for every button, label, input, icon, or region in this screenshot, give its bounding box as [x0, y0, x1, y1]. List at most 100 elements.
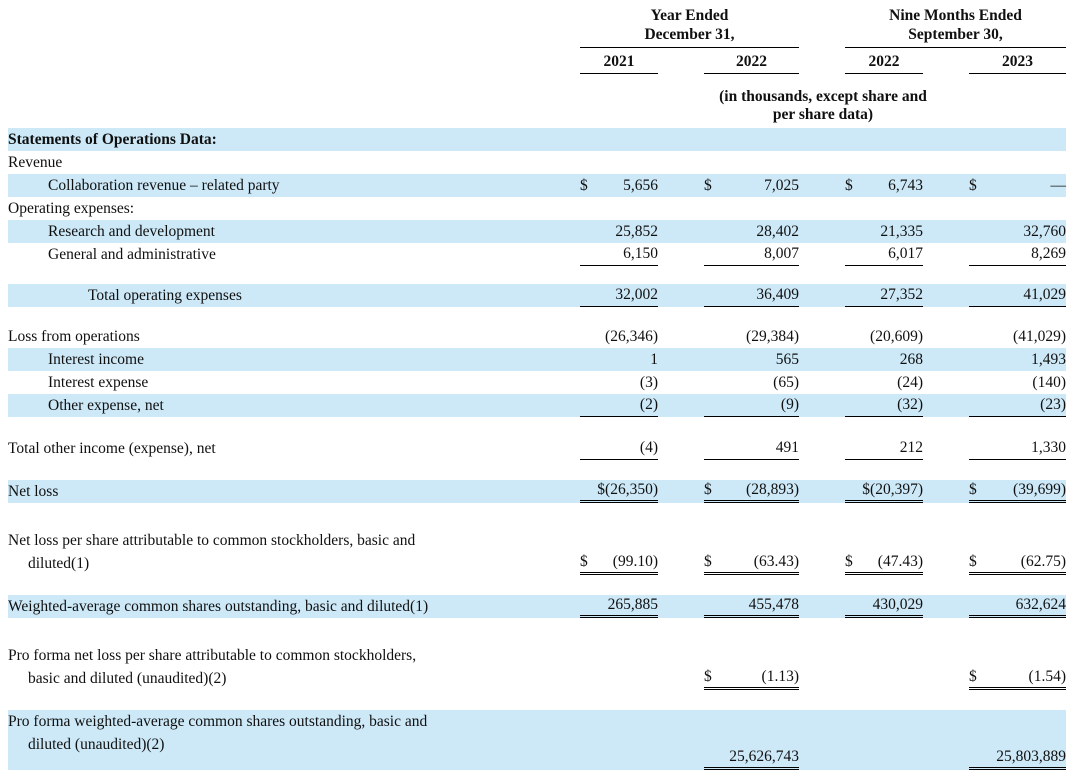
row-label: Net loss	[8, 483, 59, 500]
row-label: Total other income (expense), net	[8, 440, 216, 457]
cell-value: $(26,350)	[597, 481, 658, 498]
row-spacer	[8, 266, 1066, 284]
row-label: Collaboration revenue – related party	[48, 177, 280, 194]
value-cell-col2: 491	[704, 437, 799, 460]
cell-value: 28,402	[756, 223, 799, 240]
value-cell-col2: 28,402	[704, 220, 799, 243]
row-label: Statements of Operations Data:	[8, 131, 217, 148]
header-note-row: (in thousands, except share and per shar…	[8, 88, 1066, 124]
table-row: Research and development 25,852 28,402 2…	[8, 220, 1066, 243]
table-row: Interest income 1 565 268 1,493	[8, 348, 1066, 371]
value-cell-col4: 1,330	[969, 437, 1066, 460]
value-cell-col4: $ —	[969, 174, 1066, 197]
table-row: Net loss $(26,350) $ (28,893) $(20,397) $…	[8, 480, 1066, 503]
cell-value: 265,885	[607, 596, 658, 613]
cell-value: 6,150	[623, 245, 658, 262]
cell-value: 6,017	[888, 245, 923, 262]
value-cell-col3: 21,335	[845, 220, 923, 243]
table-row: General and administrative 6,150 8,007 6…	[8, 243, 1066, 266]
row-label: Loss from operations	[8, 328, 140, 345]
value-cell-col4: (41,029)	[969, 325, 1066, 348]
value-cell-col3: 212	[845, 437, 923, 460]
cell-value: 565	[775, 351, 799, 368]
value-cell-col4: 41,029	[969, 284, 1066, 307]
dollar-sign: $	[845, 553, 853, 570]
dollar-sign: $	[704, 668, 712, 685]
cell-value: 1	[650, 351, 658, 368]
value-cell-col3: (24)	[845, 371, 923, 394]
row-label: Interest expense	[48, 374, 149, 391]
row-spacer	[8, 503, 1066, 529]
column-group-year-ended: Year Ended December 31,	[580, 6, 799, 48]
row-spacer	[8, 618, 1066, 644]
value-cell-col3: $ (47.43)	[845, 552, 923, 575]
group-line: September 30,	[908, 26, 1003, 43]
cell-value: (20,609)	[870, 328, 923, 345]
dollar-sign: $	[580, 553, 588, 570]
value-cell-col3: 268	[845, 348, 923, 371]
value-cell-col4: (140)	[969, 371, 1066, 394]
row-spacer	[8, 460, 1066, 480]
cell-value: (3)	[639, 374, 658, 391]
row-label: Revenue	[8, 154, 63, 171]
year-column-2022-nine-months: 2022	[845, 52, 923, 74]
cell-value: 1,330	[1031, 439, 1066, 456]
header-group-row: Year Ended December 31, Nine Months Ende…	[8, 6, 1066, 48]
cell-value: (39,699)	[1013, 481, 1066, 498]
cell-value: 6,743	[888, 177, 923, 194]
cell-value: 32,760	[1023, 223, 1066, 240]
cell-value: $(20,397)	[862, 481, 923, 498]
value-cell-col2: (9)	[704, 394, 799, 417]
row-label: Operating expenses:	[8, 200, 135, 217]
table-row: Other expense, net (2) (9) (32) (23)	[8, 394, 1066, 417]
dollar-sign: $	[704, 177, 712, 194]
cell-value: 25,803,889	[996, 748, 1066, 765]
value-cell-col4: (23)	[969, 394, 1066, 417]
dollar-sign: $	[845, 177, 853, 194]
cell-value: 455,478	[748, 596, 799, 613]
units-note: (in thousands, except share and per shar…	[719, 88, 927, 123]
dollar-sign: $	[704, 553, 712, 570]
group-line: Year Ended	[650, 7, 729, 24]
cell-value: 1,493	[1031, 351, 1066, 368]
value-cell-col1: (2)	[580, 394, 658, 417]
value-cell-col2: 25,626,743	[704, 747, 799, 770]
cell-value: 25,852	[615, 223, 658, 240]
header-years-row: 2021 2022 2022 2023	[8, 52, 1066, 74]
cell-value: (65)	[773, 374, 799, 391]
value-cell-col4: 32,760	[969, 220, 1066, 243]
cell-value: 491	[775, 439, 799, 456]
value-cell-col2: 8,007	[704, 243, 799, 266]
row-label: Total operating expenses	[88, 287, 242, 304]
cell-value: —	[1050, 177, 1067, 194]
year-column-2023: 2023	[969, 52, 1066, 74]
cell-value: (32)	[897, 396, 923, 413]
table-row: Net loss per share attributable to commo…	[8, 529, 1066, 575]
cell-value: (4)	[639, 439, 658, 456]
cell-value: 632,624	[1015, 596, 1066, 613]
cell-value: 27,352	[880, 286, 923, 303]
value-cell-col2: $ (28,893)	[704, 480, 799, 503]
value-cell-col1: 25,852	[580, 220, 658, 243]
column-group-nine-months-ended: Nine Months Ended September 30,	[845, 6, 1066, 48]
table-row: Interest expense (3) (65) (24) (140)	[8, 371, 1066, 394]
dollar-sign: $	[580, 177, 588, 194]
value-cell-col3: $(20,397)	[845, 480, 923, 503]
value-cell-col4: $ (1.54)	[969, 667, 1066, 690]
value-cell-col1: (3)	[580, 371, 658, 394]
table-body: Statements of Operations Data: Revenue C…	[8, 128, 1066, 770]
row-label: Pro forma net loss per share attributabl…	[8, 647, 417, 687]
table-row: Pro forma net loss per share attributabl…	[8, 644, 1066, 690]
value-cell-col4: 1,493	[969, 348, 1066, 371]
cell-value: (1.13)	[761, 668, 799, 685]
value-cell-col4: $ (39,699)	[969, 480, 1066, 503]
row-label: Research and development	[48, 223, 215, 240]
row-label: Pro forma weighted-average common shares…	[8, 713, 428, 753]
cell-value: (41,029)	[1013, 328, 1066, 345]
value-cell-col1: 32,002	[580, 284, 658, 307]
value-cell-col1: 265,885	[580, 595, 658, 618]
value-cell-col2: (29,384)	[704, 325, 799, 348]
value-cell-col1: $(26,350)	[580, 480, 658, 503]
value-cell-col1: $ (99.10)	[580, 552, 658, 575]
